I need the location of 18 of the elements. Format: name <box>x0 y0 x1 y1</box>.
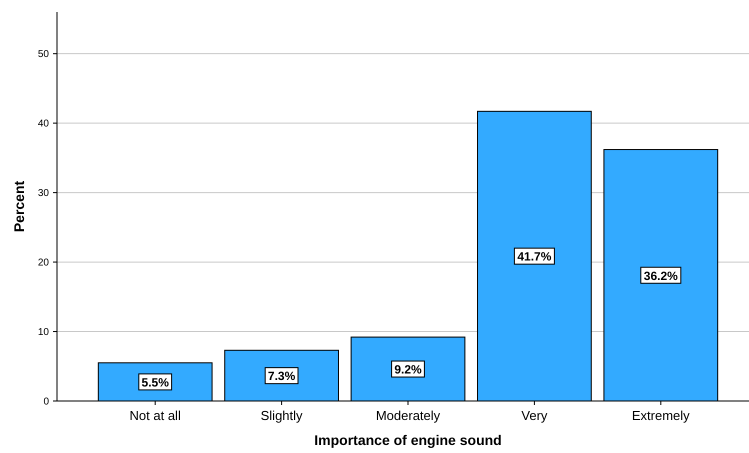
y-axis-title: Percent <box>11 180 27 232</box>
x-tick-label: Slightly <box>260 408 304 423</box>
data-label: 5.5% <box>142 375 170 390</box>
y-tick-label: 40 <box>38 118 50 130</box>
x-tick-label: Moderately <box>376 408 441 423</box>
y-tick-label: 50 <box>38 49 50 60</box>
y-tick-label: 20 <box>38 258 50 269</box>
data-label: 41.7% <box>517 250 552 264</box>
data-label: 7.3% <box>268 369 296 384</box>
x-tick-label: Extremely <box>632 408 690 423</box>
data-label: 36.2% <box>644 268 678 283</box>
y-tick-label: 30 <box>38 188 50 200</box>
y-tick-label: 0 <box>43 396 50 408</box>
y-tick-label: 10 <box>38 327 50 338</box>
x-tick-label: Not at all <box>130 408 181 423</box>
x-axis-title: Importance of engine sound <box>314 432 502 448</box>
data-label: 9.2% <box>394 362 422 377</box>
x-tick-label: Very <box>521 408 548 423</box>
